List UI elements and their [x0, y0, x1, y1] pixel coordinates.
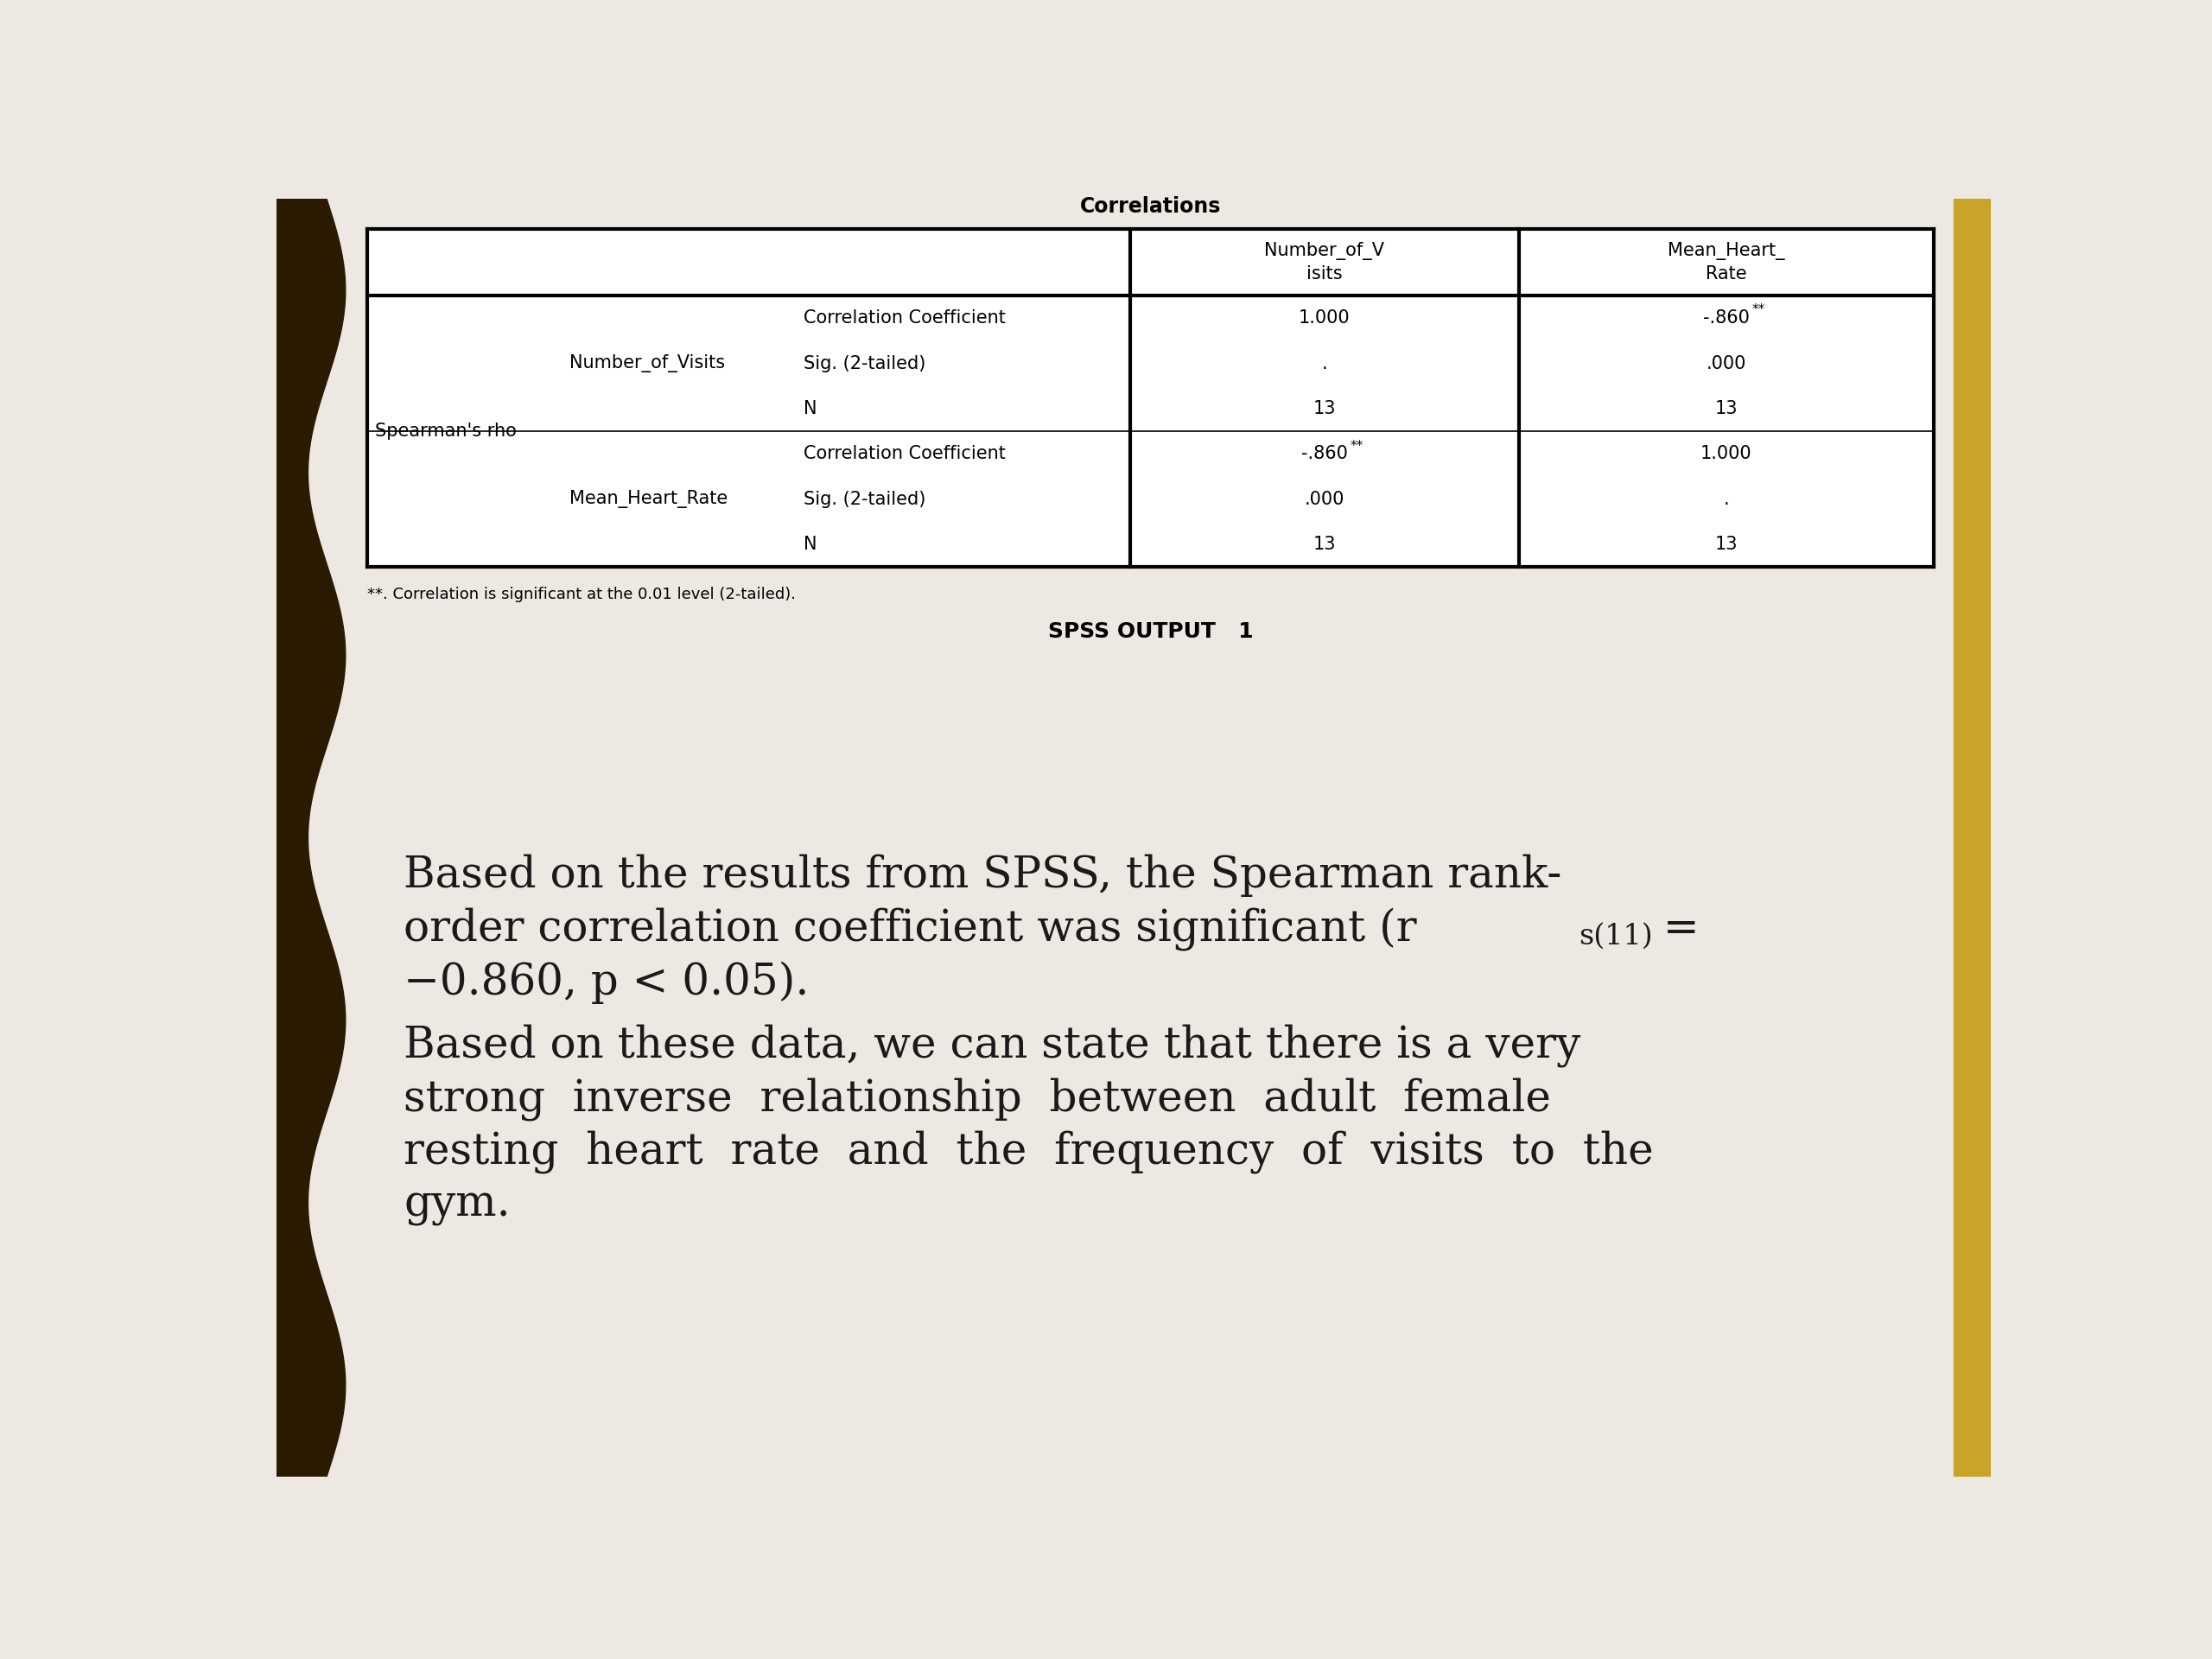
Text: **: **: [1752, 304, 1765, 317]
Text: 1.000: 1.000: [1701, 445, 1752, 463]
Text: -.860: -.860: [1703, 310, 1750, 327]
Text: 1.000: 1.000: [1298, 310, 1349, 327]
Text: Correlation Coefficient: Correlation Coefficient: [803, 310, 1006, 327]
Text: Mean_Heart_
Rate: Mean_Heart_ Rate: [1668, 242, 1785, 282]
Text: s(11): s(11): [1579, 922, 1652, 951]
Text: Correlations: Correlations: [1079, 196, 1221, 217]
Text: Sig. (2-tailed): Sig. (2-tailed): [803, 355, 925, 372]
Text: .000: .000: [1305, 491, 1345, 508]
Text: Number_of_Visits: Number_of_Visits: [568, 355, 726, 373]
Text: order correlation coefficient was significant (r: order correlation coefficient was signif…: [405, 907, 1418, 951]
Text: .: .: [1723, 491, 1730, 508]
Text: Spearman's rho: Spearman's rho: [376, 423, 518, 440]
Polygon shape: [276, 199, 345, 1477]
Text: SPSS OUTPUT   1: SPSS OUTPUT 1: [1048, 622, 1252, 642]
Text: Correlation Coefficient: Correlation Coefficient: [803, 445, 1006, 463]
Text: N: N: [803, 536, 816, 552]
Polygon shape: [1953, 199, 1991, 1477]
Text: =: =: [1650, 907, 1699, 951]
Text: 13: 13: [1314, 536, 1336, 552]
Text: 13: 13: [1314, 400, 1336, 418]
Text: Mean_Heart_Rate: Mean_Heart_Rate: [568, 489, 728, 508]
Text: .: .: [1321, 355, 1327, 372]
Text: strong  inverse  relationship  between  adult  female: strong inverse relationship between adul…: [405, 1077, 1551, 1120]
Text: Number_of_V
isits: Number_of_V isits: [1265, 242, 1385, 282]
Bar: [367, 229, 1933, 567]
Text: 13: 13: [1714, 536, 1739, 552]
Text: Sig. (2-tailed): Sig. (2-tailed): [803, 491, 925, 508]
Text: N: N: [803, 400, 816, 418]
Text: resting  heart  rate  and  the  frequency  of  visits  to  the: resting heart rate and the frequency of …: [405, 1130, 1655, 1173]
Text: **. Correlation is significant at the 0.01 level (2-tailed).: **. Correlation is significant at the 0.…: [367, 587, 796, 602]
Text: Based on these data, we can state that there is a very: Based on these data, we can state that t…: [405, 1024, 1582, 1067]
Text: -.860: -.860: [1301, 445, 1347, 463]
Text: gym.: gym.: [405, 1185, 511, 1226]
Text: Based on the results from SPSS, the Spearman rank-: Based on the results from SPSS, the Spea…: [405, 854, 1562, 898]
Text: −0.860, p < 0.05).: −0.860, p < 0.05).: [405, 961, 810, 1004]
Text: .000: .000: [1705, 355, 1745, 372]
Text: **: **: [1349, 440, 1363, 453]
Text: 13: 13: [1714, 400, 1739, 418]
